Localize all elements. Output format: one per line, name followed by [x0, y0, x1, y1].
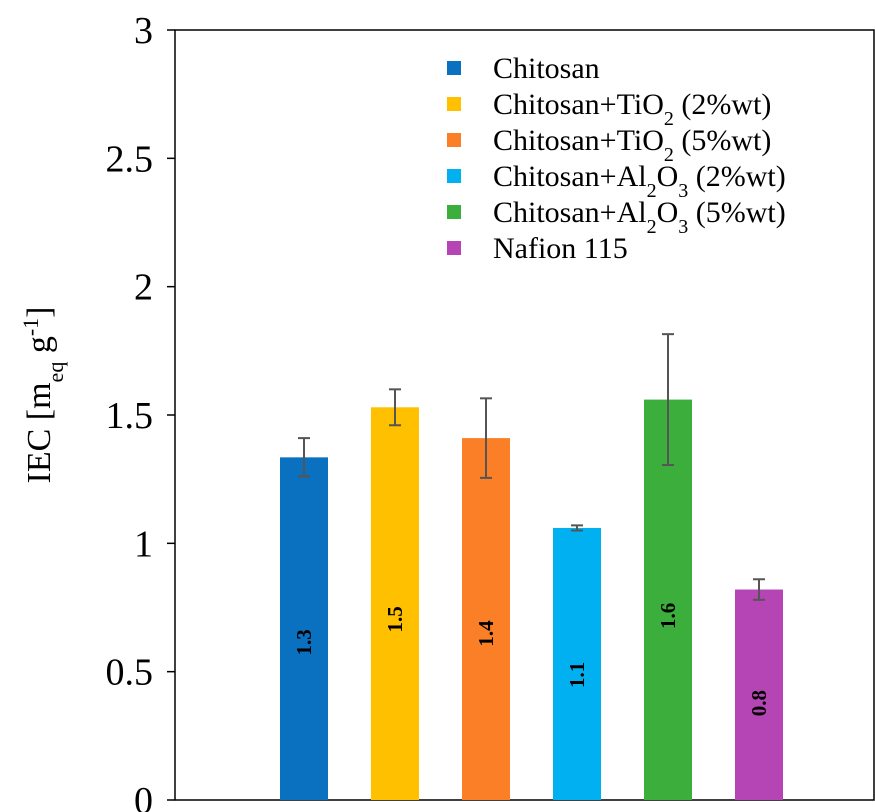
y-tick-label: 1 [134, 523, 153, 565]
axes: 0 0.5 1 1.5 2 2.5 3 IEC [meq g-1] [18, 10, 875, 812]
legend-swatch [447, 97, 461, 111]
bar-value-label: 1.5 [383, 606, 407, 632]
legend-label: Chitosan+TiO2 (2%wt) [493, 88, 771, 130]
y-tick-label: 0.5 [106, 652, 154, 694]
y-tick-label: 2 [134, 267, 153, 309]
bar-value-label: 1.4 [474, 620, 498, 647]
legend-swatch [447, 61, 461, 75]
legend-label: Nafion 115 [493, 232, 628, 265]
y-tick-label: 1.5 [106, 395, 154, 437]
legend-label: Chitosan+Al2O3 (5%wt) [493, 196, 786, 238]
legend-swatch [447, 241, 461, 255]
bar [553, 527, 601, 800]
bar [644, 399, 692, 800]
y-tick-label: 3 [134, 10, 153, 52]
bar-value-label: 1.3 [292, 629, 316, 655]
legend-label: Chitosan+TiO2 (5%wt) [493, 124, 771, 166]
legend-swatch [447, 205, 461, 219]
bars: 1.3 1.5 1.4 1.1 1.6 0.8 [280, 333, 783, 800]
legend-swatch [447, 169, 461, 183]
legend-label: Chitosan+Al2O3 (2%wt) [493, 160, 786, 202]
legend-label: Chitosan [493, 52, 600, 85]
bar [735, 589, 783, 800]
y-tick-label: 0 [134, 780, 153, 812]
y-axis-title: IEC [meq g-1] [18, 307, 68, 484]
bar-value-label: 1.6 [656, 603, 680, 629]
bar [462, 438, 510, 800]
bar [371, 407, 419, 800]
bar [280, 457, 328, 800]
bar-value-label: 0.8 [747, 690, 771, 716]
bar-value-label: 1.1 [565, 662, 589, 688]
y-tick-label: 2.5 [106, 138, 154, 180]
legend-swatch [447, 133, 461, 147]
